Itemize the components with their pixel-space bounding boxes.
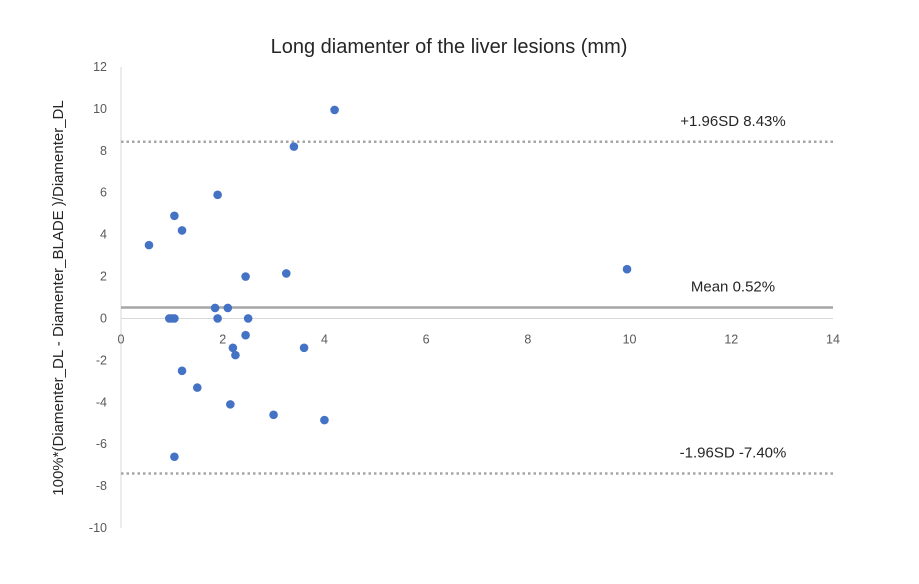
- y-axis-title: 100%*(Diamenter_DL - Diamenter_BLADE )/D…: [50, 100, 67, 495]
- x-tick-label: 2: [219, 332, 226, 346]
- data-point: [226, 400, 235, 409]
- y-tick-label: 0: [100, 311, 107, 325]
- data-point: [170, 452, 179, 462]
- x-tick-label: 8: [524, 332, 531, 346]
- data-point: [269, 410, 278, 420]
- data-point: [622, 264, 632, 274]
- data-point: [177, 366, 187, 376]
- data-point: [330, 105, 339, 115]
- x-tick-label: 6: [423, 332, 430, 346]
- x-tick-label: 14: [826, 332, 840, 346]
- y-tick-label: 12: [93, 60, 107, 74]
- y-tick-label: -4: [96, 395, 107, 409]
- plot-area: -10 -8 -6 -4 -2 0 2 4 6 8 10 12 0 2 4 6 8 10 12 14 +1.96SD 8…: [89, 60, 840, 535]
- x-tick-label: 4: [321, 332, 328, 346]
- y-tick-label: -10: [89, 521, 107, 535]
- y-tick-label: 4: [100, 228, 107, 242]
- chart-title: Long diamenter of the liver lesions (mm): [271, 36, 628, 58]
- y-tick-label: 10: [93, 102, 107, 116]
- data-point: [241, 330, 250, 340]
- x-tick-label: 10: [623, 332, 637, 346]
- data-point: [243, 314, 253, 323]
- data-point: [213, 190, 222, 200]
- reference-line-label: +1.96SD 8.43%: [680, 113, 786, 130]
- data-point: [223, 303, 233, 313]
- y-tick-label: -8: [96, 479, 107, 493]
- y-tick-label: -2: [96, 353, 107, 367]
- data-point: [192, 383, 202, 392]
- y-tick-label: 6: [100, 186, 107, 200]
- data-point: [320, 415, 329, 425]
- data-point: [213, 314, 222, 323]
- reference-line-label: -1.96SD -7.40%: [680, 445, 787, 462]
- x-tick-label: 12: [724, 332, 738, 346]
- data-point: [289, 142, 299, 151]
- data-point: [170, 211, 179, 221]
- y-tick-label: -6: [96, 437, 107, 451]
- data-point: [231, 350, 240, 360]
- data-point: [144, 240, 154, 250]
- data-point: [170, 314, 179, 323]
- data-point: [228, 343, 238, 353]
- data-point: [281, 269, 291, 278]
- data-point: [241, 272, 250, 281]
- data-point: [299, 343, 309, 353]
- x-tick-label: 0: [118, 332, 125, 346]
- data-point: [177, 226, 187, 235]
- reference-line-label: Mean 0.52%: [691, 279, 775, 296]
- y-tick-label: 2: [100, 270, 107, 284]
- data-point: [210, 303, 220, 313]
- y-tick-label: 8: [100, 144, 107, 158]
